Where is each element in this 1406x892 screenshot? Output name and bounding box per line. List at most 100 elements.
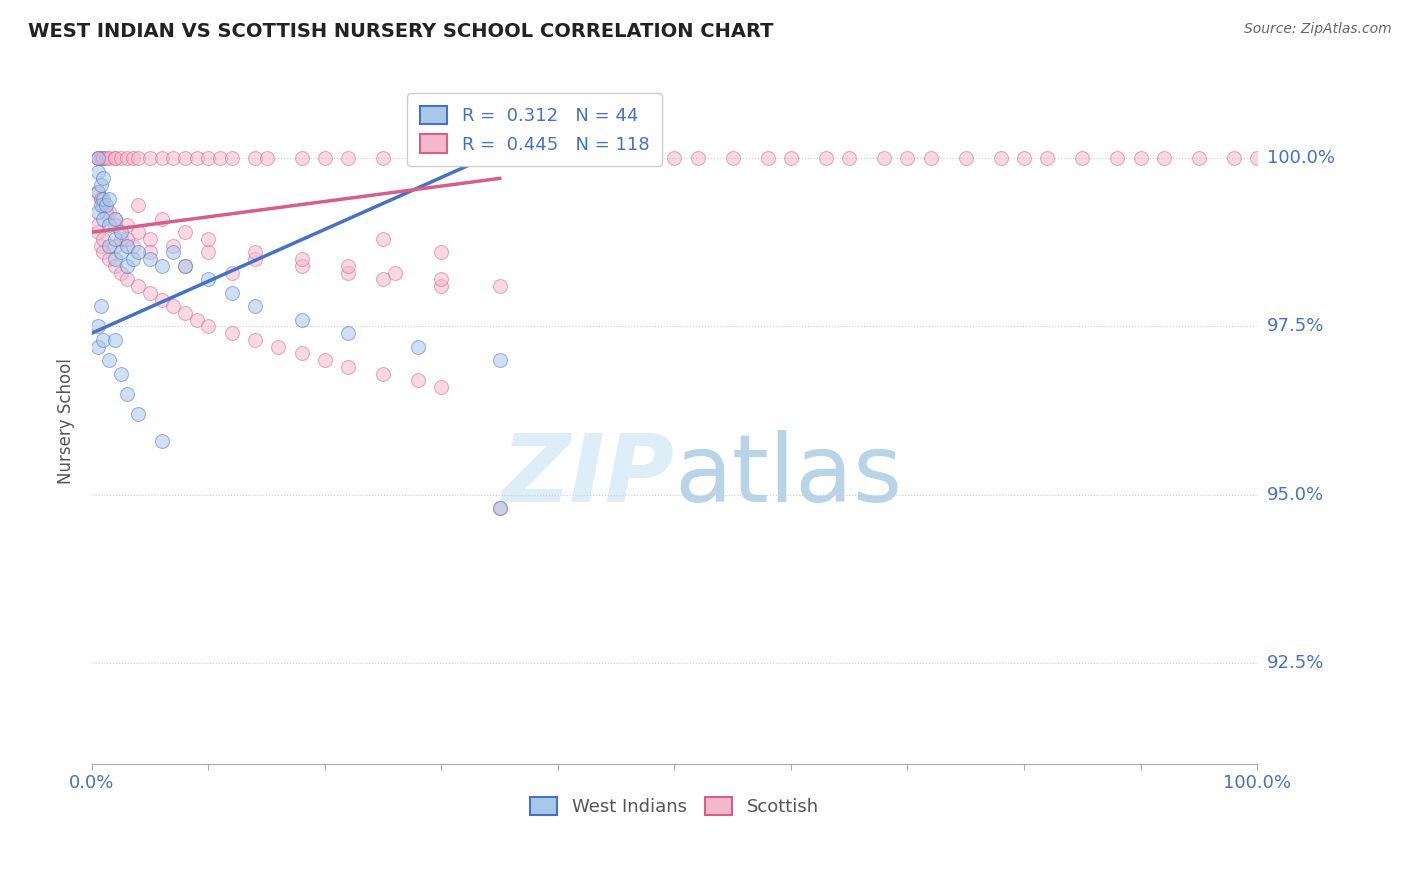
Point <box>243 333 266 347</box>
Point <box>197 319 219 334</box>
Point <box>127 198 149 212</box>
Point <box>86 151 108 165</box>
Point <box>605 151 627 165</box>
Point <box>162 245 184 260</box>
Point <box>873 151 896 165</box>
Point <box>162 238 184 252</box>
Point <box>838 151 860 165</box>
Point <box>162 151 184 165</box>
Point <box>98 205 121 219</box>
Point <box>104 211 127 226</box>
Text: ZIP: ZIP <box>502 430 675 522</box>
Point <box>104 333 127 347</box>
Point <box>208 151 231 165</box>
Point <box>98 353 121 368</box>
Point <box>243 252 266 267</box>
Point <box>98 219 121 233</box>
Point <box>896 151 918 165</box>
Point <box>488 501 510 516</box>
Point <box>174 259 197 273</box>
Point <box>756 151 779 165</box>
Point <box>221 326 243 340</box>
Point <box>104 252 127 267</box>
Point <box>780 151 803 165</box>
Point <box>90 151 112 165</box>
Point <box>104 151 127 165</box>
Point <box>110 266 132 280</box>
Point <box>174 259 197 273</box>
Point <box>664 151 686 165</box>
Point <box>90 192 112 206</box>
Point <box>104 151 127 165</box>
Point <box>110 151 132 165</box>
Point <box>86 151 108 165</box>
Point <box>121 151 143 165</box>
Point <box>430 380 453 394</box>
Point <box>104 219 127 233</box>
Point <box>1012 151 1035 165</box>
Point <box>430 279 453 293</box>
Point <box>488 279 510 293</box>
Point <box>150 211 173 226</box>
Point <box>373 232 395 246</box>
Point <box>98 252 121 267</box>
Point <box>93 198 115 212</box>
Point <box>406 151 429 165</box>
Point <box>93 151 115 165</box>
Point <box>430 245 453 260</box>
Point <box>115 272 138 286</box>
Point <box>197 232 219 246</box>
Point <box>86 151 108 165</box>
Point <box>93 333 115 347</box>
Point <box>93 232 115 246</box>
Point <box>139 245 162 260</box>
Point <box>86 185 108 199</box>
Point <box>290 312 312 326</box>
Point <box>186 151 208 165</box>
Point <box>1071 151 1094 165</box>
Point <box>290 259 312 273</box>
Point <box>90 192 112 206</box>
Point <box>139 151 162 165</box>
Point <box>150 293 173 307</box>
Point <box>174 225 197 239</box>
Point <box>93 245 115 260</box>
Point <box>373 272 395 286</box>
Point <box>488 151 510 165</box>
Point <box>86 225 108 239</box>
Point <box>406 340 429 354</box>
Point <box>955 151 977 165</box>
Point <box>115 386 138 401</box>
Point <box>337 151 360 165</box>
Point <box>569 151 592 165</box>
Point <box>1246 151 1268 165</box>
Point <box>814 151 837 165</box>
Y-axis label: Nursery School: Nursery School <box>58 358 75 483</box>
Point <box>98 192 121 206</box>
Point <box>221 285 243 300</box>
Point <box>197 151 219 165</box>
Point <box>115 232 138 246</box>
Point <box>523 151 546 165</box>
Point <box>115 219 138 233</box>
Point <box>337 266 360 280</box>
Point <box>121 238 143 252</box>
Point <box>86 340 108 354</box>
Point <box>110 245 132 260</box>
Point <box>127 225 149 239</box>
Point <box>93 151 115 165</box>
Point <box>406 373 429 387</box>
Point <box>127 407 149 421</box>
Point <box>86 164 108 178</box>
Text: 97.5%: 97.5% <box>1267 318 1324 335</box>
Point <box>454 151 477 165</box>
Point <box>197 245 219 260</box>
Point <box>86 219 108 233</box>
Point <box>221 151 243 165</box>
Point <box>110 225 132 239</box>
Point <box>243 299 266 313</box>
Point <box>127 245 149 260</box>
Point <box>337 326 360 340</box>
Point <box>243 245 266 260</box>
Point <box>86 205 108 219</box>
